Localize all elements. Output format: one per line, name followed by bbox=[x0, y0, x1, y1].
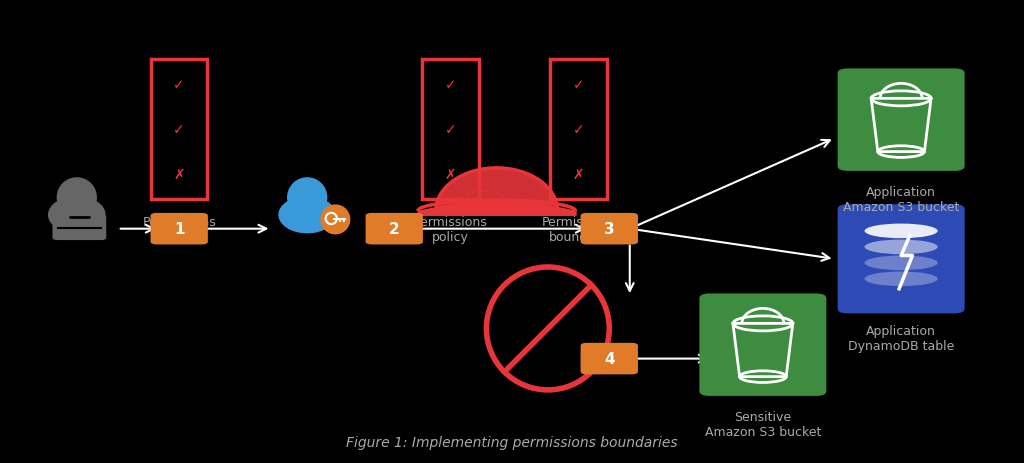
Ellipse shape bbox=[322, 206, 350, 234]
Text: ✗: ✗ bbox=[444, 167, 457, 181]
Ellipse shape bbox=[864, 224, 938, 239]
Text: ✓: ✓ bbox=[173, 123, 185, 137]
Ellipse shape bbox=[288, 179, 327, 217]
Text: Permissions
policy: Permissions policy bbox=[142, 215, 216, 243]
Text: ✓: ✓ bbox=[572, 123, 585, 137]
Ellipse shape bbox=[57, 179, 96, 217]
Text: Application
Amazon S3 bucket: Application Amazon S3 bucket bbox=[843, 185, 959, 213]
Text: ✗: ✗ bbox=[173, 167, 185, 181]
Ellipse shape bbox=[48, 197, 105, 233]
Ellipse shape bbox=[279, 197, 336, 233]
FancyBboxPatch shape bbox=[151, 213, 208, 245]
Text: Permissions
boundary: Permissions boundary bbox=[542, 215, 615, 243]
FancyBboxPatch shape bbox=[838, 205, 965, 314]
Text: 2: 2 bbox=[389, 222, 399, 237]
FancyBboxPatch shape bbox=[838, 69, 965, 171]
Text: 1: 1 bbox=[174, 222, 184, 237]
FancyBboxPatch shape bbox=[581, 213, 638, 245]
Polygon shape bbox=[436, 169, 557, 212]
FancyBboxPatch shape bbox=[699, 294, 826, 396]
Text: Sensitive
Amazon S3 bucket: Sensitive Amazon S3 bucket bbox=[705, 410, 821, 438]
Text: 3: 3 bbox=[604, 222, 614, 237]
Text: Figure 1: Implementing permissions boundaries: Figure 1: Implementing permissions bound… bbox=[346, 435, 678, 449]
Text: Application
DynamoDB table: Application DynamoDB table bbox=[848, 324, 954, 352]
Text: ✗: ✗ bbox=[572, 167, 585, 181]
Text: ✓: ✓ bbox=[572, 78, 585, 92]
Text: 4: 4 bbox=[604, 351, 614, 366]
Text: ✓: ✓ bbox=[444, 123, 457, 137]
FancyBboxPatch shape bbox=[581, 343, 638, 375]
FancyBboxPatch shape bbox=[366, 213, 423, 245]
Ellipse shape bbox=[864, 256, 938, 270]
Text: ✓: ✓ bbox=[173, 78, 185, 92]
Ellipse shape bbox=[864, 240, 938, 255]
FancyBboxPatch shape bbox=[52, 215, 106, 241]
Text: ✓: ✓ bbox=[444, 78, 457, 92]
Text: Permissions
policy: Permissions policy bbox=[414, 215, 487, 243]
Ellipse shape bbox=[864, 272, 938, 287]
